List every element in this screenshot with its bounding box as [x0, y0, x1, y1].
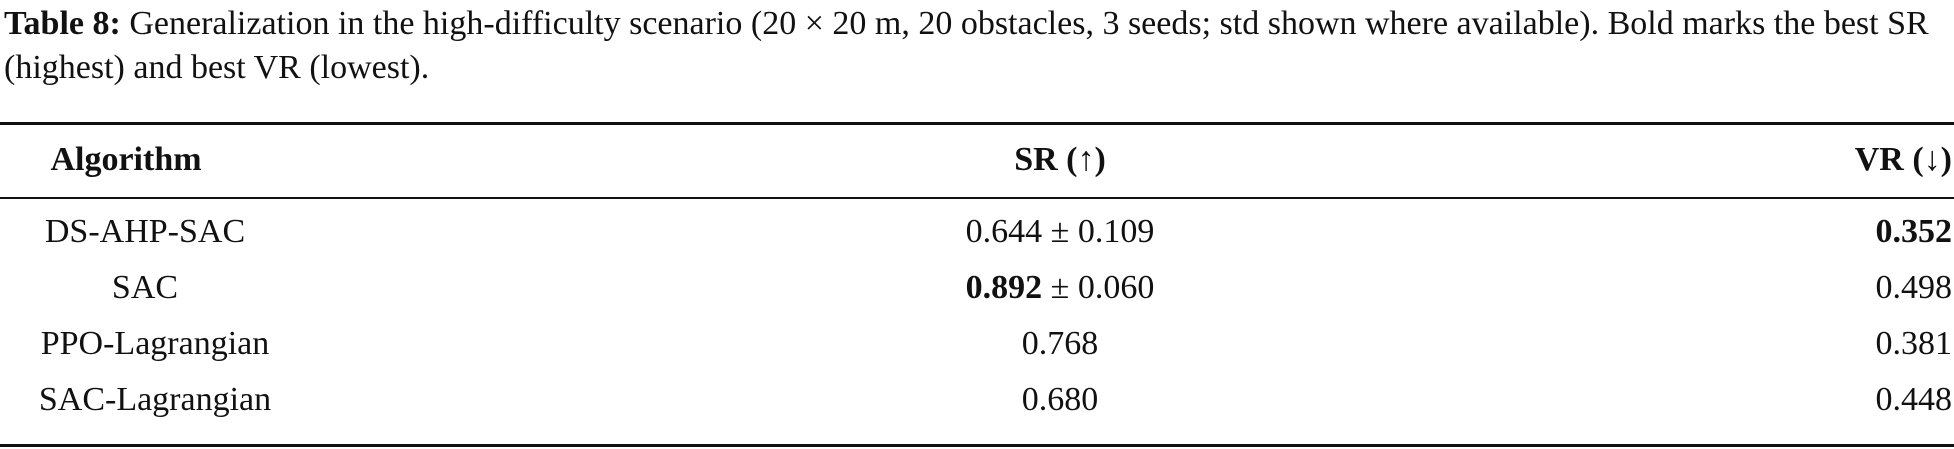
row-sr: 0.644 ± 0.109: [850, 204, 1270, 260]
table-bottom-rule: [0, 444, 1954, 447]
row-vr-value: 0.448: [1875, 381, 1953, 418]
table-row: SAC 0.892 ± 0.060 0.498: [0, 260, 1954, 316]
table-row: SAC-Lagrangian 0.680 0.448: [0, 372, 1954, 428]
row-vr-value: 0.498: [1875, 269, 1953, 306]
row-sr-value: 0.768: [1021, 325, 1099, 362]
row-algorithm: SAC: [111, 269, 179, 306]
table-row: PPO-Lagrangian 0.768 0.381: [0, 316, 1954, 372]
row-sr: 0.768: [850, 316, 1270, 372]
header-vr: VR (↓): [1854, 141, 1952, 178]
row-vr-value: 0.381: [1875, 325, 1953, 362]
header-algorithm: Algorithm: [50, 141, 202, 178]
row-sr-value: 0.680: [1021, 381, 1099, 418]
row-sr-value: 0.892: [965, 269, 1043, 306]
header-sr: SR (↑): [1014, 141, 1106, 178]
table-caption: Table 8: Generalization in the high-diff…: [4, 2, 1948, 90]
row-algorithm: PPO-Lagrangian: [40, 325, 270, 362]
row-sr-value: 0.644: [965, 213, 1043, 250]
row-sr-std: ± 0.109: [1042, 213, 1155, 250]
row-algorithm: DS-AHP-SAC: [44, 213, 246, 250]
row-sr: 0.680: [850, 372, 1270, 428]
row-sr-std: ± 0.060: [1042, 269, 1155, 306]
row-vr-value: 0.352: [1875, 213, 1953, 250]
caption-label: Table 8:: [4, 5, 121, 42]
table-row: DS-AHP-SAC 0.644 ± 0.109 0.352: [0, 204, 1954, 260]
table-header-row: Algorithm SR (↑) VR (↓): [0, 132, 1954, 188]
caption-text: Generalization in the high-difficulty sc…: [4, 5, 1929, 86]
row-sr: 0.892 ± 0.060: [850, 260, 1270, 316]
row-algorithm: SAC-Lagrangian: [38, 381, 272, 418]
table-header-rule: [0, 197, 1954, 199]
table-top-rule: [0, 122, 1954, 125]
